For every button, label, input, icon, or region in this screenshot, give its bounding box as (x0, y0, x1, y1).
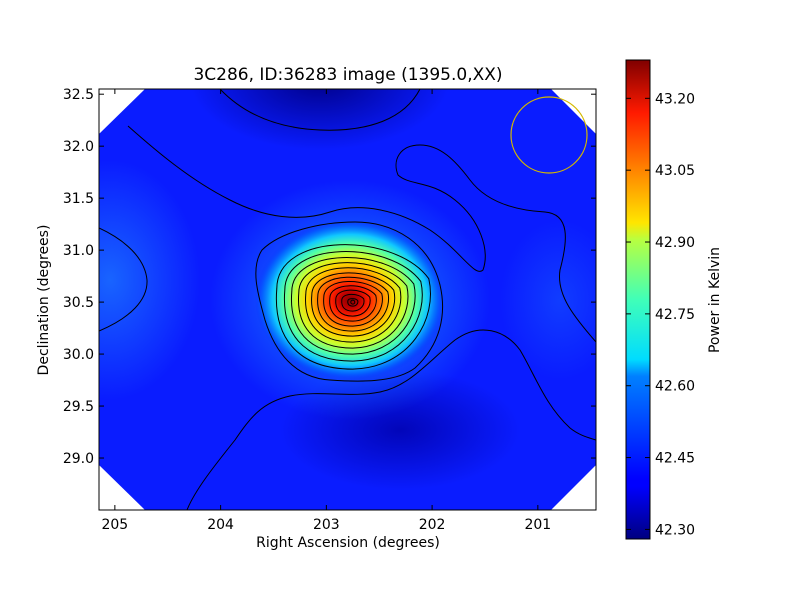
y-tick-label: 32.5 (63, 87, 94, 103)
source-contours (275, 244, 431, 370)
y-tick-label: 29.5 (63, 399, 94, 415)
y-tick-label: 30.5 (63, 295, 94, 311)
colorbar-tick-label: 43.05 (655, 163, 695, 179)
colorbar-tick-label: 42.45 (655, 451, 695, 467)
source-contour (298, 262, 409, 349)
y-axis: 29.0 29.5 30.0 30.5 31.0 31.5 32.0 32.5 (63, 87, 596, 467)
beam-circle (510, 96, 588, 174)
colorbar-ticks: 42.30 42.45 42.60 42.75 42.90 43.05 43.20 (626, 91, 695, 538)
contour-upper (127, 125, 596, 343)
x-tick-label: 205 (101, 517, 128, 533)
source-core (255, 220, 445, 380)
colorbar-gradient (625, 59, 651, 540)
bright-region-left (99, 160, 200, 400)
contour-lower (186, 329, 596, 510)
x-tick-label: 203 (313, 517, 340, 533)
x-axis: 205 204 203 202 201 (101, 89, 551, 533)
y-axis-label: Declination (degrees) (36, 225, 52, 376)
colorbar-tick-label: 42.60 (655, 379, 695, 395)
x-tick-label: 201 (524, 517, 551, 533)
y-tick-label: 29.0 (63, 451, 94, 467)
source-contour (283, 251, 423, 362)
source-contour (275, 244, 431, 370)
source-contour (347, 298, 359, 307)
source-contour (335, 289, 371, 317)
source-contour (323, 281, 383, 327)
source-contour (329, 285, 377, 322)
y-tick-label: 31.0 (63, 243, 94, 259)
contour-source-outer (255, 221, 443, 382)
source-contour (317, 276, 390, 332)
contour-left (99, 227, 148, 332)
plot-frame (98, 88, 597, 511)
colorbar-tick-label: 43.20 (655, 91, 695, 107)
y-tick-label: 32.0 (63, 139, 94, 155)
source-contour (341, 293, 365, 312)
x-axis-label: Right Ascension (degrees) (256, 535, 440, 551)
colorbar-label: Power in Kelvin (707, 247, 723, 353)
chart-title: 3C286, ID:36283 image (1395.0,XX) (193, 65, 502, 85)
plot-area (98, 88, 597, 511)
x-tick-label: 204 (207, 517, 234, 533)
y-tick-label: 30.0 (63, 347, 94, 363)
colorbar-tick-label: 42.30 (655, 522, 695, 538)
heatmap-image (99, 89, 596, 510)
contour-top (219, 89, 421, 131)
source-contour (305, 267, 402, 343)
source-contour (311, 272, 396, 337)
y-tick-label: 31.5 (63, 191, 94, 207)
dark-region-top (191, 89, 449, 150)
colorbar-tick-label: 42.75 (655, 307, 695, 323)
bright-region-right (500, 220, 596, 380)
x-tick-label: 202 (419, 517, 446, 533)
source-peak-marker (350, 299, 356, 305)
source-contour (290, 257, 416, 355)
contour-lines (99, 89, 596, 510)
colorbar-tick-label: 42.90 (655, 235, 695, 251)
colorbar: 42.30 42.45 42.60 42.75 42.90 43.05 43.20 Powe… (625, 59, 723, 540)
